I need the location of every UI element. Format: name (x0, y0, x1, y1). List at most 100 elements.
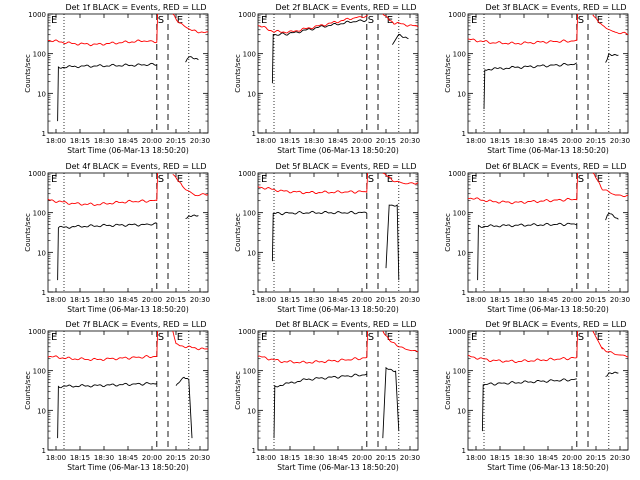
panel-title: Det 1f BLACK = Events, RED = LLD (65, 3, 206, 12)
x-tick-label: 18:45 (328, 137, 348, 145)
x-tick-label: 18:45 (538, 137, 558, 145)
x-tick-label: 20:30 (400, 454, 420, 462)
x-tick-label: 18:15 (490, 454, 510, 462)
x-tick-label: 20:30 (610, 454, 630, 462)
y-tick-label: 100 (243, 51, 256, 59)
y-tick-label: 1000 (28, 328, 46, 336)
x-tick-label: 18:00 (46, 137, 66, 145)
events-series-line (382, 366, 400, 439)
y-tick-label: 1000 (448, 11, 466, 19)
marker-end-label: E (387, 332, 393, 343)
x-tick-label: 18:30 (304, 296, 324, 304)
lld-series-line (47, 13, 159, 47)
y-tick-label: 10 (457, 249, 466, 257)
events-series-line (57, 222, 157, 281)
marker-end-label: E (177, 174, 183, 185)
lld-series-line (382, 13, 419, 28)
y-axis-label: Counts/sec (444, 213, 452, 252)
x-tick-label: 18:30 (514, 296, 534, 304)
events-series-line (185, 56, 199, 63)
y-tick-label: 100 (453, 368, 466, 376)
y-tick-label: 1000 (28, 11, 46, 19)
plot-frame (47, 13, 209, 134)
x-axis-label: Start Time (06-Mar-13 18:50:20) (487, 305, 609, 314)
y-axis-label: Counts/sec (24, 213, 32, 252)
events-series-line (605, 371, 619, 377)
x-tick-label: 18:30 (514, 137, 534, 145)
marker-start-label: E (471, 15, 477, 26)
x-tick-label: 18:45 (328, 454, 348, 462)
panel-det-8: Det 8f BLACK = Events, RED = LLD 1 10 100 10… (234, 320, 420, 472)
x-axis-label: Start Time (06-Mar-13 18:50:20) (487, 146, 609, 155)
plot-frame (467, 13, 629, 134)
x-tick-label: 18:30 (514, 454, 534, 462)
plot-frame (467, 172, 629, 293)
x-tick-label: 18:00 (256, 137, 276, 145)
marker-start-label: E (51, 15, 57, 26)
y-tick-label: 1000 (28, 170, 46, 178)
x-tick-label: 20:30 (610, 296, 630, 304)
y-tick-label: 10 (247, 249, 256, 257)
events-series-line (483, 62, 578, 110)
y-axis-label: Counts/sec (234, 54, 242, 93)
x-tick-label: 20:15 (586, 296, 606, 304)
x-tick-label: 18:45 (118, 137, 138, 145)
y-tick-label: 100 (453, 210, 466, 218)
marker-start-label: E (261, 15, 267, 26)
x-tick-label: 18:30 (304, 454, 324, 462)
panel-det-2: Det 2f BLACK = Events, RED = LLD 1 10 100 10… (234, 3, 420, 155)
panel-title: Det 4f BLACK = Events, RED = LLD (65, 162, 206, 171)
lld-series-line (592, 14, 629, 36)
x-tick-label: 18:00 (46, 454, 66, 462)
x-tick-label: 18:00 (466, 454, 486, 462)
plot-frame (47, 172, 209, 293)
y-tick-label: 1000 (238, 170, 256, 178)
y-axis-label: Counts/sec (234, 371, 242, 410)
events-series-line (57, 382, 157, 439)
x-tick-label: 20:30 (190, 137, 210, 145)
y-tick-label: 10 (37, 90, 46, 98)
panel-det-4: Det 4f BLACK = Events, RED = LLD 1 10 100 10… (24, 162, 210, 314)
y-tick-label: 1 (42, 130, 46, 138)
marker-start-label: E (471, 174, 477, 185)
marker-saa-label: S (578, 332, 584, 343)
y-tick-label: 1000 (238, 328, 256, 336)
x-tick-label: 20:15 (376, 296, 396, 304)
x-tick-label: 18:30 (94, 137, 114, 145)
x-tick-label: 18:45 (538, 296, 558, 304)
x-tick-label: 18:15 (280, 296, 300, 304)
x-tick-label: 18:00 (466, 296, 486, 304)
y-tick-label: 1 (462, 130, 466, 138)
y-tick-label: 10 (457, 407, 466, 415)
lld-series-line (467, 13, 579, 45)
x-tick-label: 20:30 (610, 137, 630, 145)
y-tick-label: 100 (243, 210, 256, 218)
x-tick-label: 20:15 (166, 296, 186, 304)
lld-series-line (172, 330, 209, 351)
x-tick-label: 18:00 (46, 296, 66, 304)
x-tick-label: 18:00 (466, 137, 486, 145)
x-tick-label: 20:15 (376, 454, 396, 462)
events-series-line (477, 222, 577, 281)
panel-title: Det 8f BLACK = Events, RED = LLD (275, 320, 416, 329)
x-tick-label: 18:45 (328, 296, 348, 304)
panel-det-5: Det 5f BLACK = Events, RED = LLD 1 10 100 10… (234, 162, 420, 314)
x-tick-label: 18:15 (70, 137, 90, 145)
events-series-line (481, 378, 577, 432)
panel-title: Det 3f BLACK = Events, RED = LLD (485, 3, 626, 12)
marker-end-label: E (597, 15, 603, 26)
marker-end-label: E (597, 174, 603, 185)
x-tick-label: 18:00 (256, 454, 276, 462)
y-tick-label: 1 (42, 289, 46, 297)
x-axis-label: Start Time (06-Mar-13 18:50:20) (487, 463, 609, 472)
y-tick-label: 10 (247, 90, 256, 98)
lld-series-line (257, 172, 369, 195)
y-axis-label: Counts/sec (24, 54, 32, 93)
y-tick-label: 10 (37, 407, 46, 415)
panel-title: Det 9f BLACK = Events, RED = LLD (485, 320, 626, 329)
y-tick-label: 10 (247, 407, 256, 415)
x-tick-label: 18:15 (490, 296, 510, 304)
y-axis-label: Counts/sec (444, 54, 452, 93)
marker-start-label: E (471, 332, 477, 343)
